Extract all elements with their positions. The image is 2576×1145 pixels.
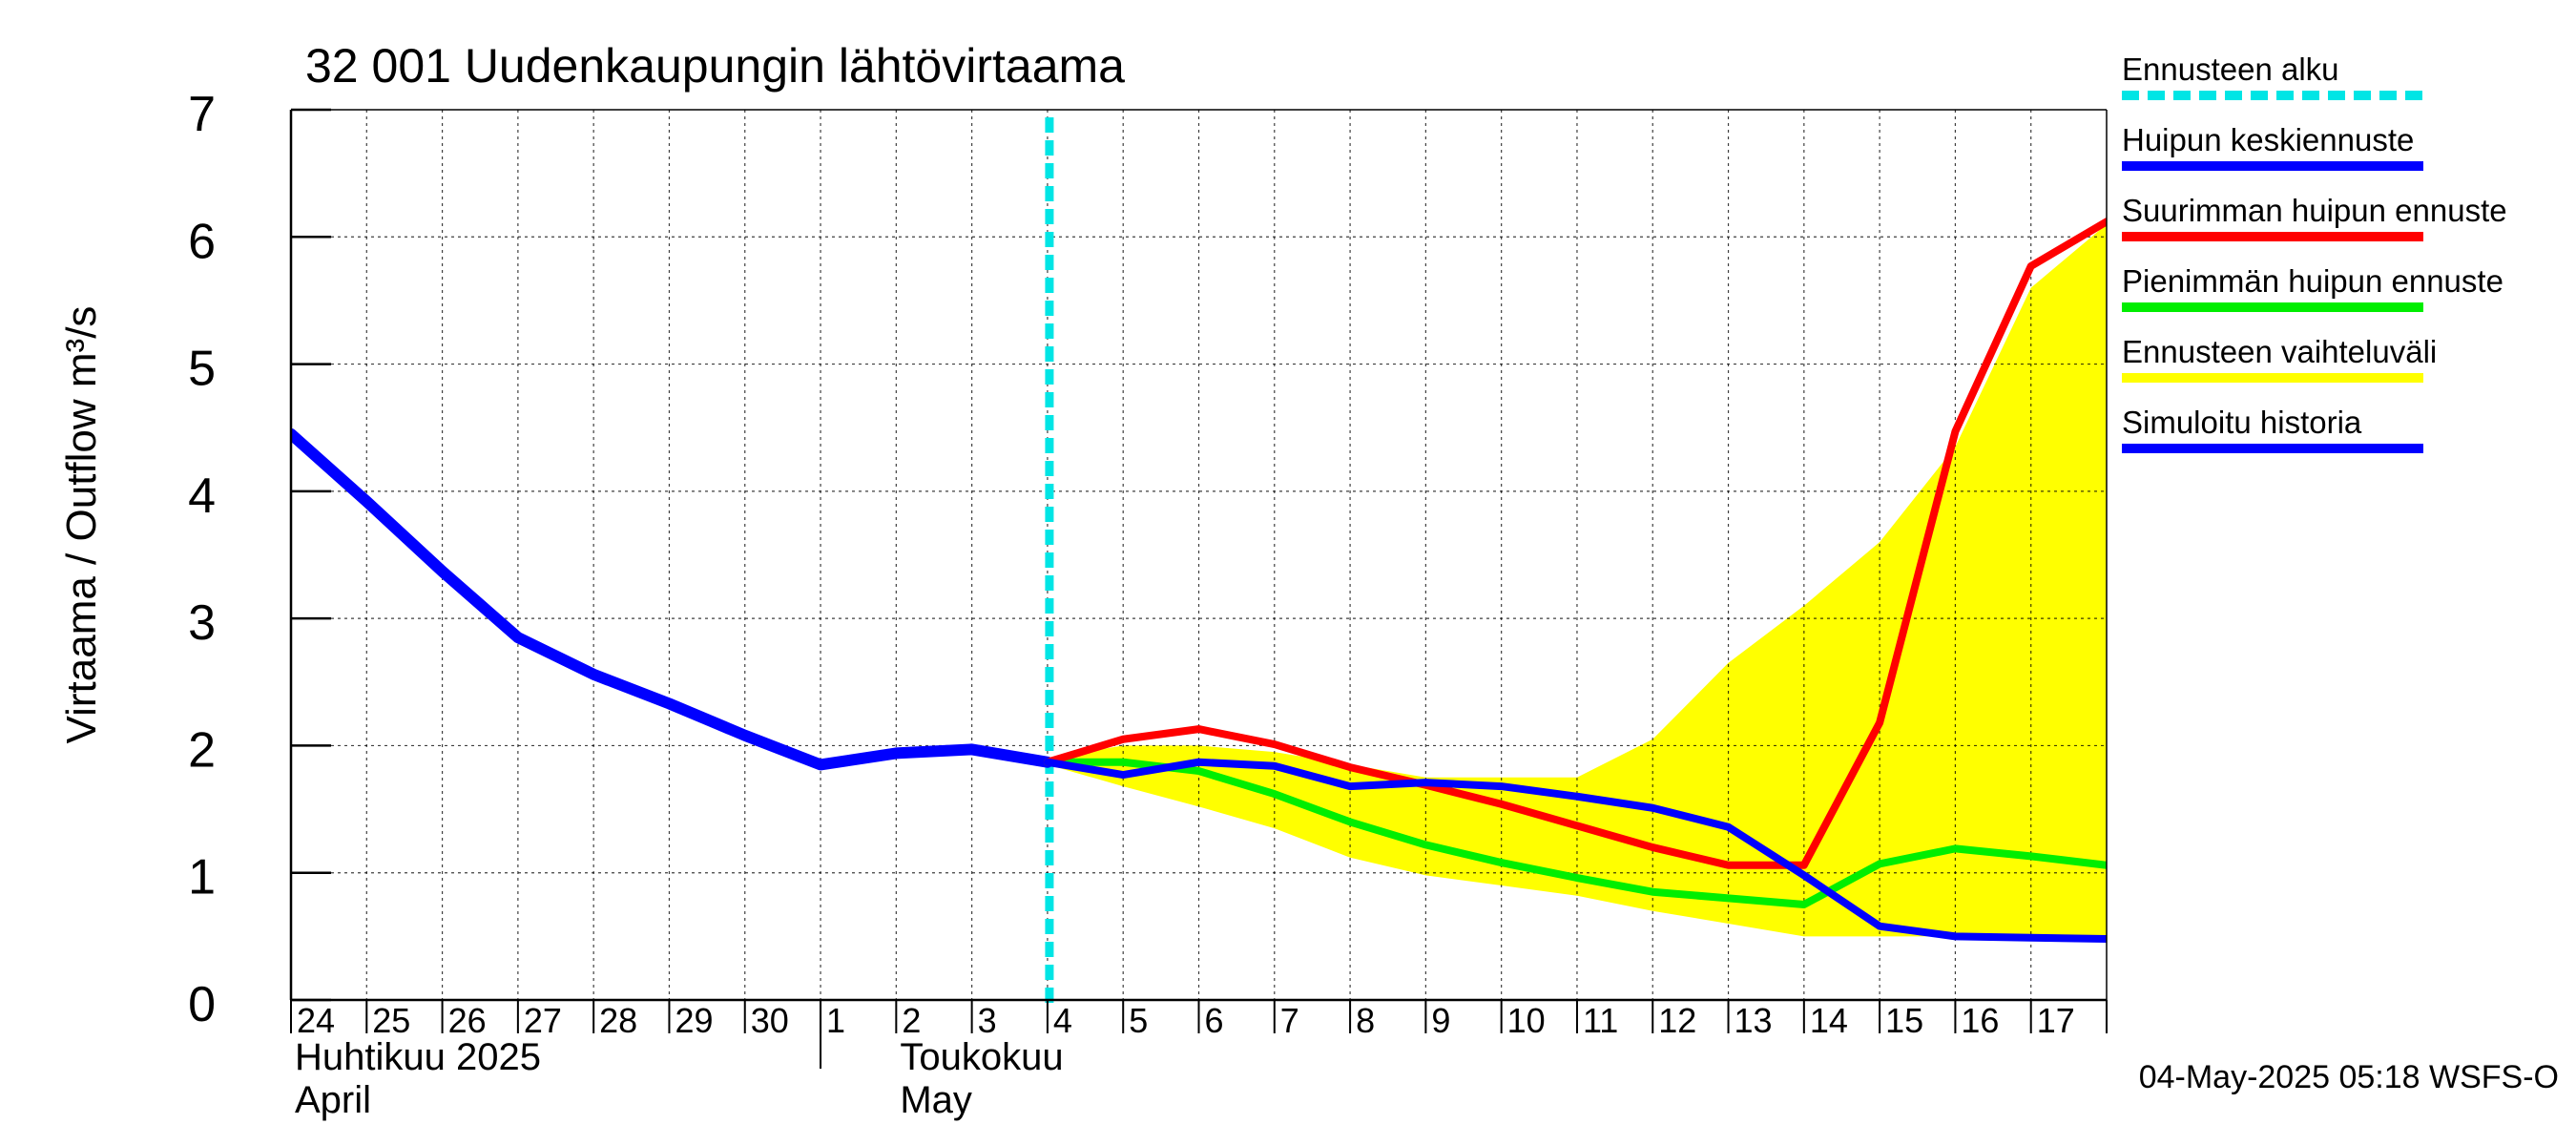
- month-label-english: May: [900, 1079, 972, 1121]
- y-tick-label: 6: [188, 214, 216, 269]
- x-tick-label: 13: [1735, 1001, 1773, 1040]
- x-tick-label: 15: [1885, 1001, 1923, 1040]
- x-tick-label: 2: [902, 1001, 921, 1040]
- month-label-english: April: [295, 1079, 371, 1121]
- forecast-range-band: [1009, 223, 2107, 937]
- x-tick-label: 27: [524, 1001, 562, 1040]
- legend-label: Ennusteen vaihteluväli: [2122, 334, 2437, 369]
- series-lines: [291, 218, 2107, 944]
- axes: [289, 108, 2108, 1069]
- x-tick-label: 10: [1507, 1001, 1546, 1040]
- x-tick-label: 1: [826, 1001, 845, 1040]
- y-tick-label: 0: [188, 977, 216, 1032]
- x-tick-label: 3: [978, 1001, 997, 1040]
- x-tick-label: 29: [675, 1001, 713, 1040]
- footer-timestamp: 04-May-2025 05:18 WSFS-O: [2139, 1059, 2559, 1095]
- x-tick-label: 12: [1658, 1001, 1696, 1040]
- x-tick-label: 8: [1356, 1001, 1375, 1040]
- legend-label: Pienimmän huipun ennuste: [2122, 263, 2503, 299]
- y-tick-label: 5: [188, 342, 216, 397]
- x-tick-label: 9: [1431, 1001, 1450, 1040]
- x-tick-label: 26: [448, 1001, 487, 1040]
- y-tick-label: 2: [188, 722, 216, 778]
- x-tick-label: 16: [1961, 1001, 1999, 1040]
- legend-label: Huipun keskiennuste: [2122, 122, 2414, 157]
- legend-label: Suurimman huipun ennuste: [2122, 193, 2507, 228]
- y-tick-label: 3: [188, 595, 216, 651]
- x-tick-label: 6: [1205, 1001, 1224, 1040]
- month-label: Toukokuu: [900, 1036, 1063, 1078]
- y-tick-label: 7: [188, 87, 216, 142]
- legend: Ennusteen alku Huipun keskiennuste Suurimm…: [2122, 52, 2507, 453]
- x-tick-label: 24: [297, 1001, 335, 1040]
- grid: [291, 110, 2107, 1000]
- y-tick-label: 4: [188, 468, 216, 524]
- x-tick-label: 5: [1129, 1001, 1148, 1040]
- x-tick-label: 14: [1810, 1001, 1848, 1040]
- y-axis-label: Virtaama / Outflow m³/s: [58, 306, 105, 744]
- x-tick-label: 4: [1053, 1001, 1072, 1040]
- y-tick-label: 1: [188, 850, 216, 906]
- x-tick-label: 30: [751, 1001, 789, 1040]
- chart-title: 32 001 Uudenkaupungin lähtövirtaama: [305, 39, 1125, 93]
- legend-label: Simuloitu historia: [2122, 405, 2362, 440]
- series-line-pienimm-n-huipun-ennuste: [1043, 758, 2107, 909]
- series-line-suurimman-huipun-ennuste: [1043, 218, 2107, 869]
- x-tick-label: 17: [2037, 1001, 2075, 1040]
- series-line-huipun-keskiennuste: [1043, 758, 2107, 944]
- range-band-area: [1009, 223, 2107, 937]
- x-tick-label: 11: [1583, 1001, 1618, 1040]
- x-tick-label: 28: [599, 1001, 637, 1040]
- x-tick-label: 7: [1280, 1001, 1299, 1040]
- legend-label: Ennusteen alku: [2122, 52, 2339, 87]
- series-line-simuloitu-historia: [291, 427, 1053, 771]
- month-label: Huhtikuu 2025: [295, 1036, 541, 1078]
- x-tick-label: 25: [372, 1001, 410, 1040]
